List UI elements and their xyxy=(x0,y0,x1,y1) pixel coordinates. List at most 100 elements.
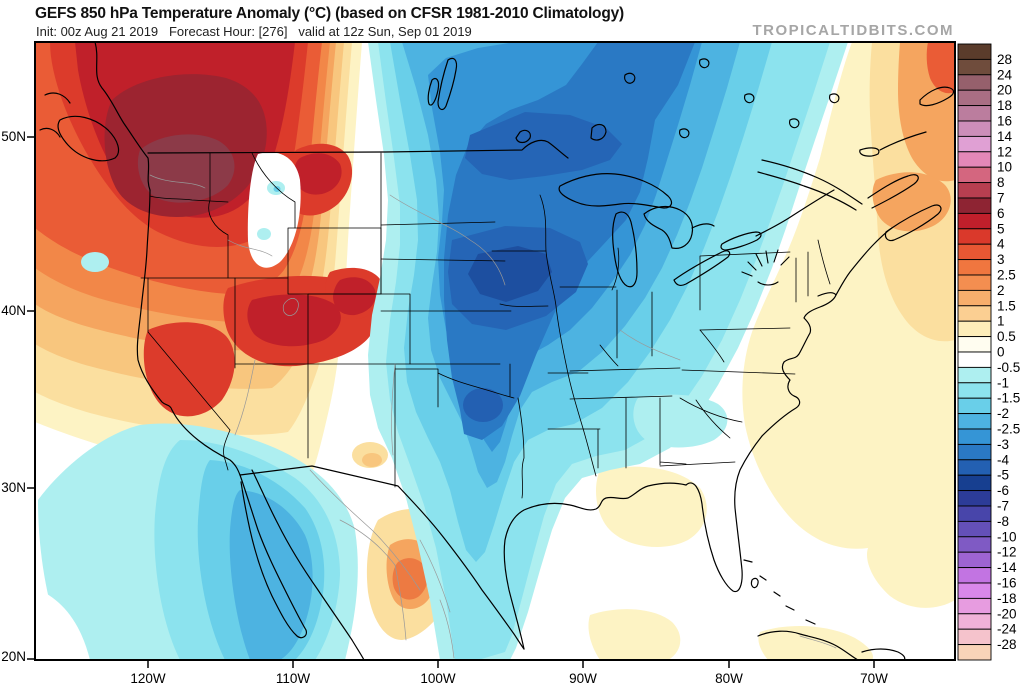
colorbar-cell xyxy=(957,259,992,276)
colorbar-cell xyxy=(957,336,992,353)
colorbar-cell xyxy=(957,505,992,522)
colorbar-cell xyxy=(957,135,992,153)
x-axis-labels: 120W 110W 100W 90W 80W 70W xyxy=(130,660,888,686)
colorbar-cell xyxy=(957,228,992,245)
colorbar-cell xyxy=(957,166,992,184)
colorbar-tick-label: 5 xyxy=(997,221,1005,236)
colorbar-cell xyxy=(957,182,992,199)
colorbar-cell xyxy=(957,644,992,661)
colorbar-tick-label: 14 xyxy=(997,129,1013,144)
colorbar-tick-label: -12 xyxy=(997,545,1017,560)
colorbar-tick-label: 1.5 xyxy=(997,298,1016,313)
colorbar-tick-label: -28 xyxy=(997,637,1017,652)
colorbar-tick-label: -14 xyxy=(997,560,1017,575)
colorbar-tick-label: -1.5 xyxy=(997,391,1020,406)
colorbar-cell xyxy=(957,289,992,307)
colorbar-tick-label: 16 xyxy=(997,114,1012,129)
colorbar-cell xyxy=(957,567,992,584)
x-tick-label: 100W xyxy=(420,671,456,686)
x-tick-label: 80W xyxy=(715,671,743,686)
colorbar-cell xyxy=(957,397,992,415)
colorbar-tick-label: 10 xyxy=(997,160,1012,175)
colorbar-cell xyxy=(957,551,992,569)
colorbar-cell xyxy=(957,459,992,476)
colorbar-cell xyxy=(957,490,992,507)
colorbar-cell xyxy=(957,320,992,338)
x-tick-label: 90W xyxy=(569,671,597,686)
colorbar-cell xyxy=(957,197,992,214)
site-watermark: TROPICALTIDBITS.COM xyxy=(752,22,954,39)
colorbar-legend: 28242018161412108765432.521.510.50-0.5-1… xyxy=(957,43,1020,661)
colorbar-cell xyxy=(957,105,992,122)
colorbar-cell xyxy=(957,120,992,137)
colorbar-cell xyxy=(957,413,992,430)
colorbar-cell xyxy=(957,428,992,445)
colorbar-tick-label: -0.5 xyxy=(997,360,1020,375)
colorbar-tick-label: 4 xyxy=(997,237,1005,252)
colorbar-cell xyxy=(957,151,992,168)
colorbar-cell xyxy=(957,89,992,107)
starburst-marker xyxy=(741,249,790,286)
colorbar-tick-label: 2.5 xyxy=(997,268,1016,283)
colorbar-cell xyxy=(957,274,992,291)
y-tick-label: 40N xyxy=(1,303,26,318)
colorbar-tick-label: -16 xyxy=(997,576,1017,591)
colorbar-tick-label: 12 xyxy=(997,144,1012,159)
colorbar-tick-label: 2 xyxy=(997,283,1005,298)
colorbar-tick-label: -6 xyxy=(997,483,1009,498)
chart-subtitle: Init: 00z Aug 21 2019 Forecast Hour: [27… xyxy=(36,24,472,39)
colorbar-cell xyxy=(957,474,992,492)
colorbar-cell xyxy=(957,536,992,553)
anomaly-field xyxy=(35,42,955,660)
colorbar-cell xyxy=(957,597,992,615)
colorbar-tick-label: -1 xyxy=(997,375,1009,390)
colorbar-tick-label: 24 xyxy=(997,67,1013,82)
colorbar-tick-label: 20 xyxy=(997,83,1012,98)
colorbar-cell xyxy=(957,58,992,76)
colorbar-cell xyxy=(957,74,992,91)
colorbar-tick-label: 0 xyxy=(997,345,1005,360)
colorbar-tick-label: 0.5 xyxy=(997,329,1016,344)
y-tick-label: 30N xyxy=(1,480,26,495)
colorbar-tick-label: -4 xyxy=(997,452,1009,467)
colorbar-tick-label: -8 xyxy=(997,514,1009,529)
y-axis-labels: 50N 40N 30N 20N xyxy=(1,129,35,664)
coastline-outlines xyxy=(39,42,955,660)
colorbar-cell xyxy=(957,243,992,261)
x-tick-label: 70W xyxy=(860,671,888,686)
colorbar-cell xyxy=(957,520,992,538)
colorbar-tick-label: -20 xyxy=(997,606,1017,621)
colorbar-cell xyxy=(957,366,992,384)
rivers-and-mexico-states xyxy=(149,174,837,659)
colorbar-tick-label: -3 xyxy=(997,437,1009,452)
x-tick-label: 120W xyxy=(130,671,166,686)
state-boundaries xyxy=(140,152,831,499)
colorbar-tick-label: -5 xyxy=(997,468,1009,483)
colorbar-tick-label: -18 xyxy=(997,591,1017,606)
colorbar-cell xyxy=(957,628,992,646)
colorbar-tick-label: 28 xyxy=(997,52,1012,67)
colorbar-tick-label: 8 xyxy=(997,175,1005,190)
colorbar-cell xyxy=(957,613,992,630)
colorbar-cell xyxy=(957,382,992,399)
colorbar-tick-label: 7 xyxy=(997,191,1005,206)
y-tick-label: 50N xyxy=(1,129,26,144)
y-tick-label: 20N xyxy=(1,649,26,664)
colorbar-tick-label: -7 xyxy=(997,499,1009,514)
colorbar-tick-label: 3 xyxy=(997,252,1005,267)
colorbar-tick-label: -2.5 xyxy=(997,422,1020,437)
colorbar-tick-label: 1 xyxy=(997,314,1005,329)
colorbar-tick-label: 6 xyxy=(997,206,1005,221)
colorbar-tick-label: -2 xyxy=(997,406,1009,421)
map-frame xyxy=(34,41,956,661)
colorbar-cell xyxy=(957,582,992,599)
chart-title: GEFS 850 hPa Temperature Anomaly (°C) (b… xyxy=(35,5,624,22)
colorbar-tick-label: 18 xyxy=(997,98,1012,113)
colorbar-cell xyxy=(957,305,992,322)
colorbar-tick-label: -10 xyxy=(997,529,1017,544)
colorbar-cell xyxy=(957,212,992,230)
colorbar-cell xyxy=(957,351,992,368)
x-tick-label: 110W xyxy=(276,671,311,686)
